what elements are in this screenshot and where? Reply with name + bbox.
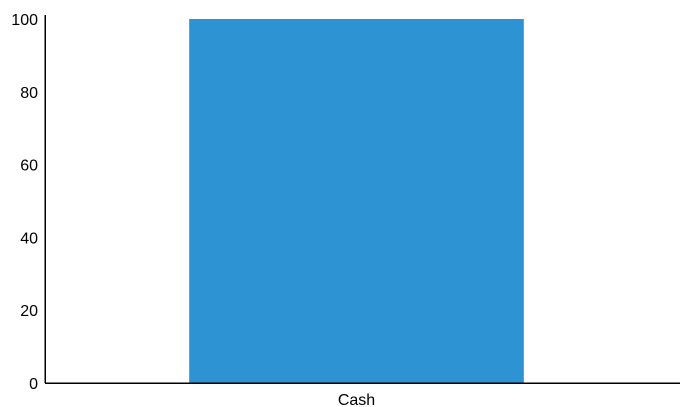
bar bbox=[189, 19, 524, 383]
y-tick-label: 60 bbox=[20, 158, 38, 175]
bars-group bbox=[189, 19, 524, 383]
x-tick-label: Cash bbox=[338, 392, 375, 407]
y-tick-label: 40 bbox=[20, 230, 38, 247]
y-tick-label: 20 bbox=[20, 303, 38, 320]
y-tick-label: 100 bbox=[11, 12, 38, 29]
y-axis-ticks: 0 20 40 60 80 100 bbox=[11, 12, 38, 393]
y-tick-label: 80 bbox=[20, 85, 38, 102]
y-tick-label: 0 bbox=[29, 376, 38, 393]
x-axis-labels: Cash bbox=[338, 392, 375, 407]
